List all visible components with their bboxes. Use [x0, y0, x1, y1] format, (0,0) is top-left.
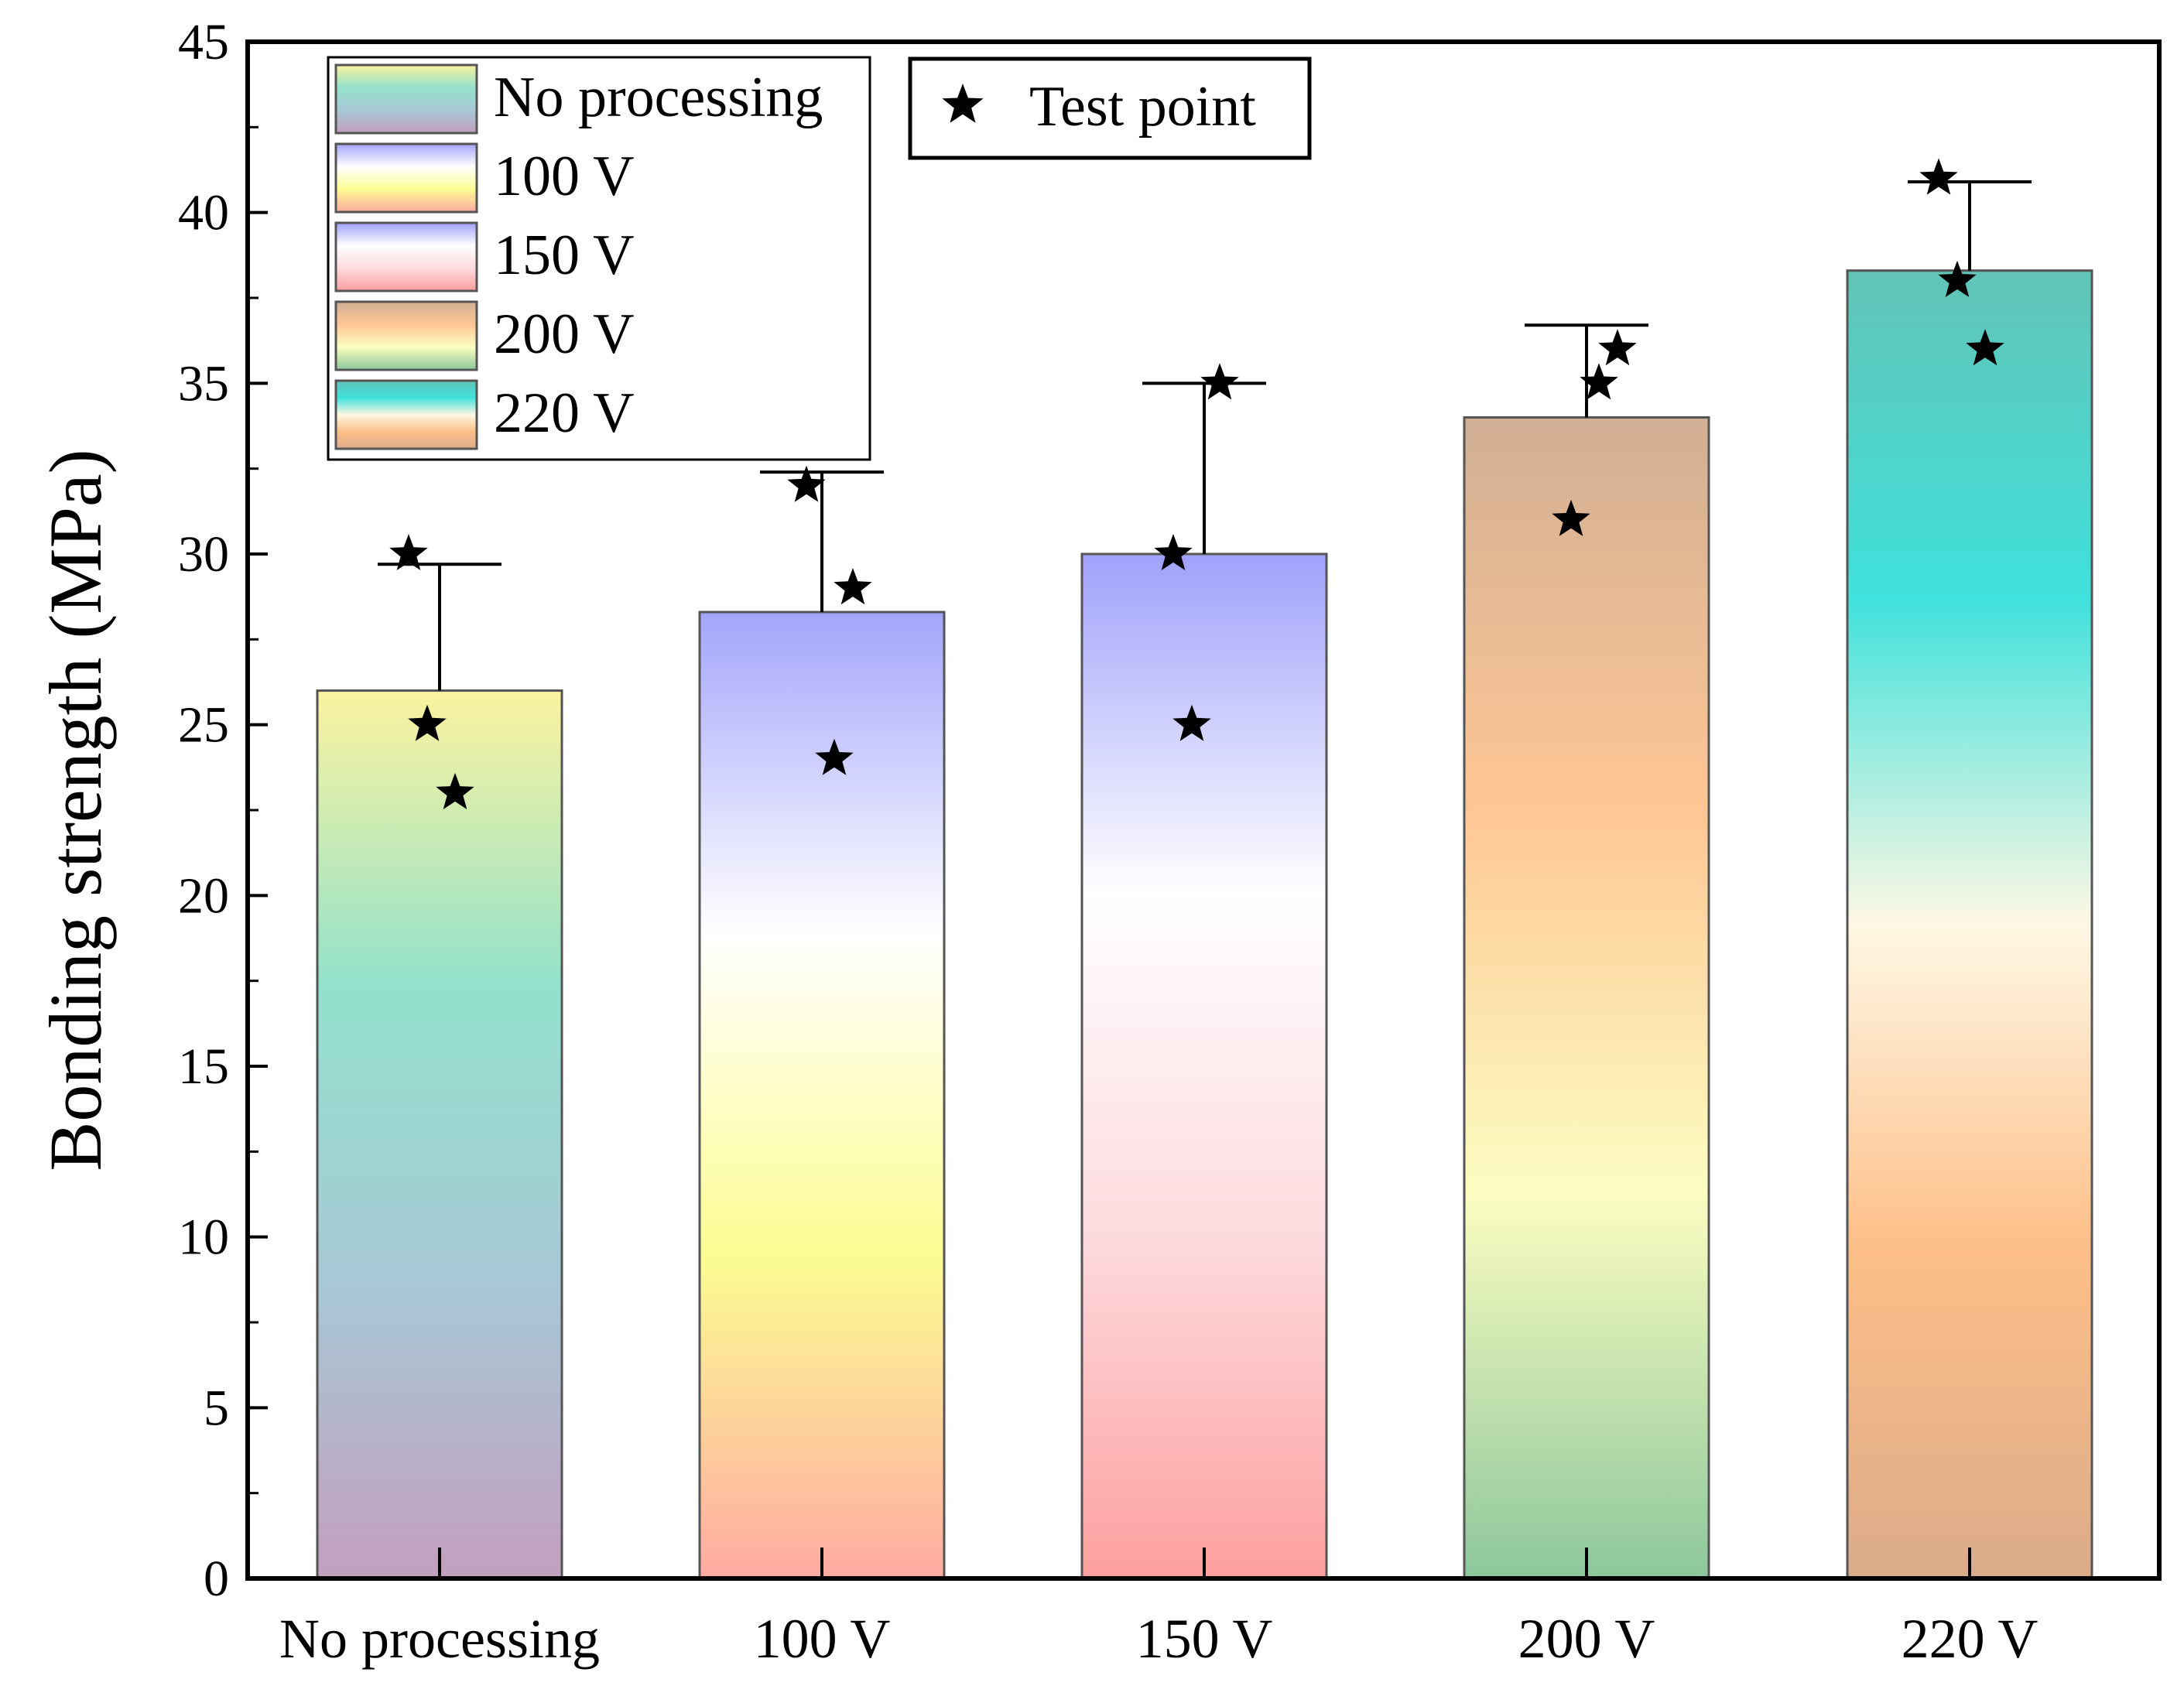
legend-label-5: 220 V	[494, 381, 635, 445]
bar-3	[1080, 552, 1328, 1580]
legend-swatch-3	[334, 221, 478, 292]
points-legend-label: Test point	[1029, 75, 1256, 139]
test-point-4-3	[1552, 499, 1590, 536]
points-legend-frame	[908, 56, 1312, 160]
legend-label-4: 200 V	[494, 303, 635, 366]
y-tick-label-0: 0	[204, 1551, 229, 1607]
y-tick-label-10: 10	[178, 1209, 229, 1266]
legend-label-1: No processing	[494, 66, 823, 129]
bar-4	[1463, 416, 1710, 1580]
test-point-2-2	[815, 738, 854, 775]
bar-2	[698, 610, 946, 1580]
test-points-layer	[389, 158, 2004, 809]
y-tick-label-40: 40	[178, 185, 229, 241]
bar-1	[316, 689, 563, 1580]
test-point-5-3	[1966, 329, 2004, 366]
y-tick-label-5: 5	[204, 1380, 229, 1436]
test-point-4-2	[1580, 363, 1618, 400]
legend: No processing 100 V 150 V 200 V 220 V	[327, 56, 871, 461]
legend-swatch-2	[334, 142, 478, 214]
test-point-4-1	[1598, 329, 1637, 366]
test-point-2-1	[834, 568, 872, 605]
x-tick-label-3: 150 V	[1136, 1608, 1273, 1670]
x-tick-label-4: 200 V	[1518, 1608, 1655, 1670]
test-point-1-1	[389, 534, 428, 570]
y-tick-label-20: 20	[178, 867, 229, 924]
y-tick-label-45: 45	[178, 14, 229, 70]
test-point-2-3	[787, 465, 826, 502]
legend-label-3: 150 V	[494, 224, 635, 287]
points-legend: Test point	[908, 56, 1312, 160]
test-point-3-1	[1154, 534, 1193, 570]
x-tick-label-1: No processing	[279, 1608, 600, 1670]
legend-swatch-4	[334, 300, 478, 371]
test-point-3-2	[1172, 704, 1211, 741]
bar-5	[1846, 269, 2093, 1580]
x-tick-label-5: 220 V	[1902, 1608, 2039, 1670]
bars-layer	[316, 269, 2093, 1580]
error-bars-layer	[378, 180, 2032, 691]
x-axis: No processing 100 V 150 V 200 V 220 V	[279, 1547, 2038, 1670]
y-axis: 0 5 10 15 20 25 30 35 40 45	[178, 14, 268, 1607]
y-axis-title: Bonding strength (MPa)	[34, 449, 117, 1171]
x-tick-label-2: 100 V	[754, 1608, 891, 1670]
legend-swatch-5	[334, 379, 478, 450]
y-tick-label-15: 15	[178, 1038, 229, 1095]
legend-label-2: 100 V	[494, 145, 635, 208]
test-point-3-3	[1200, 363, 1239, 400]
test-point-5-1	[1919, 158, 1958, 195]
points-legend-star-icon	[942, 84, 984, 123]
test-point-1-3	[436, 772, 474, 809]
y-tick-label-25: 25	[178, 697, 229, 754]
legend-swatch-1	[334, 63, 478, 135]
y-tick-label-30: 30	[178, 526, 229, 583]
test-point-5-2	[1938, 260, 1977, 297]
test-point-1-2	[408, 704, 447, 741]
y-tick-label-35: 35	[178, 355, 229, 412]
